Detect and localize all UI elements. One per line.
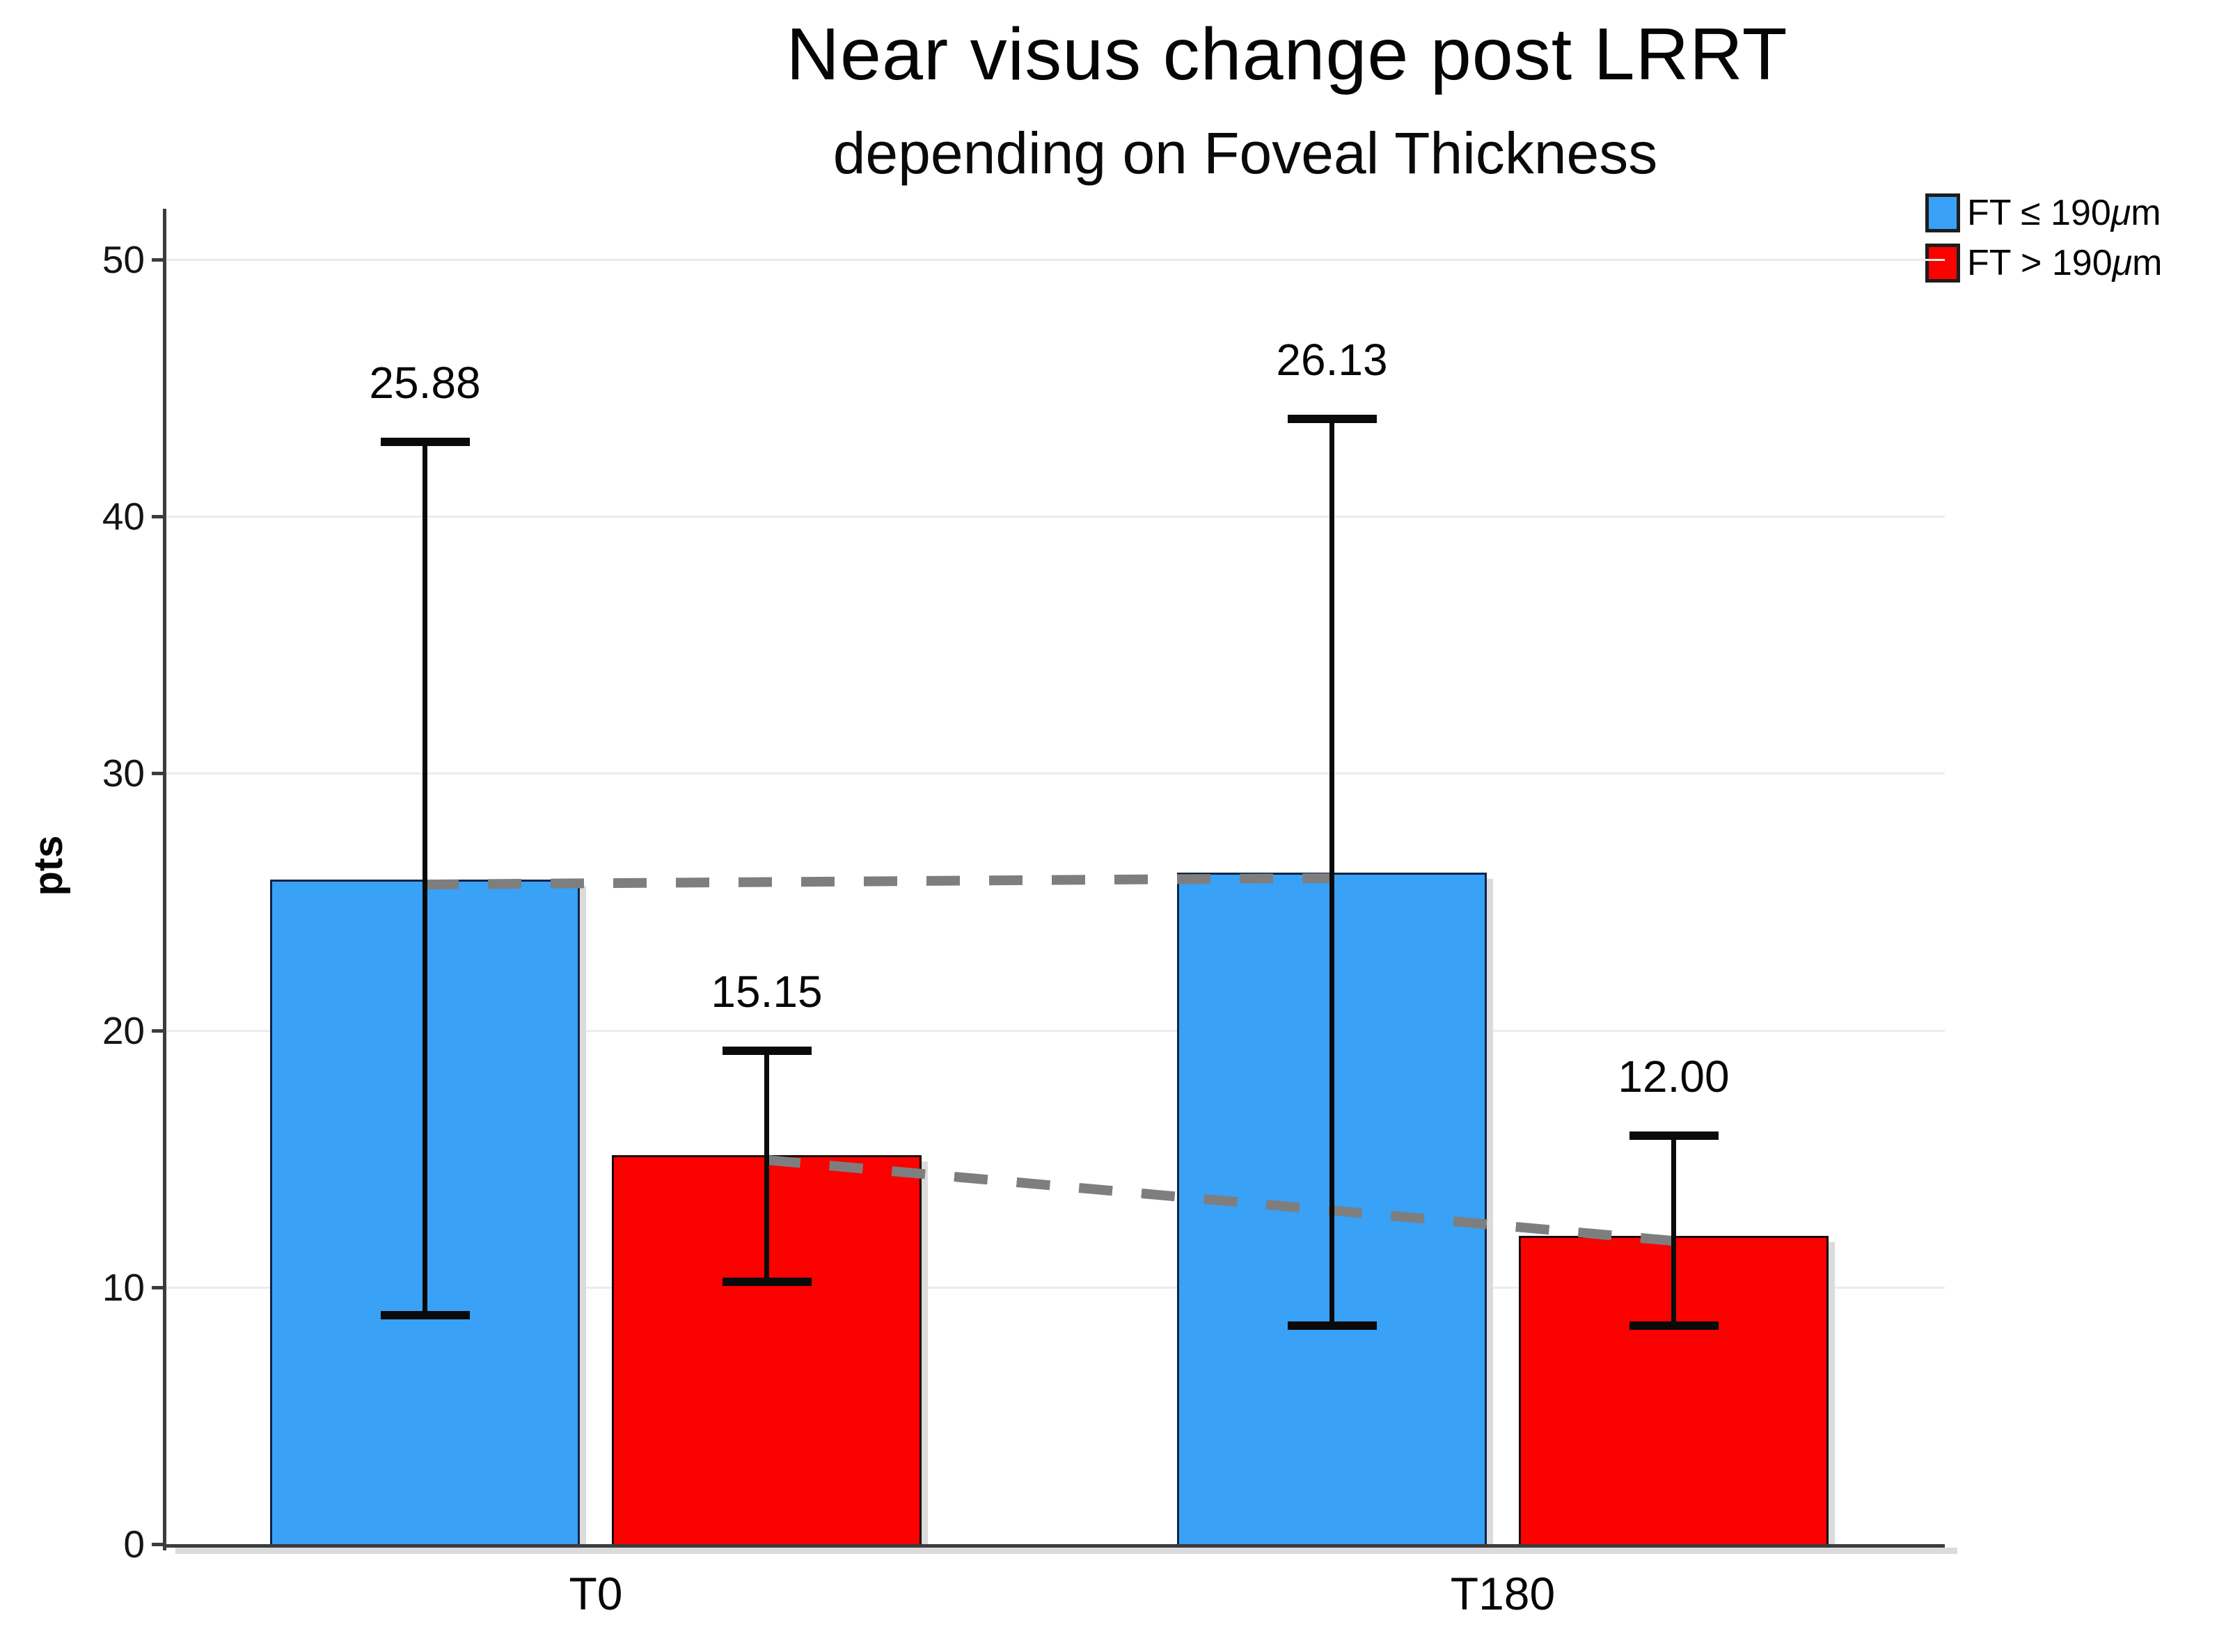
x-axis-line: [163, 1544, 1945, 1548]
y-tick-10: [152, 1285, 166, 1289]
gridline-40: [165, 516, 1945, 518]
x-tick-label-T180: T180: [1450, 1568, 1556, 1619]
value-label-blue-T0: 25.88: [369, 358, 481, 408]
y-tick-label-0: 0: [123, 1523, 145, 1566]
error-bar-red-T0: [764, 1051, 769, 1282]
gridline-10: [165, 1286, 1945, 1289]
error-bar-blue-T180: [1329, 418, 1334, 1326]
legend: FT ≤ 190μm FT > 190μm: [1925, 191, 2162, 291]
y-tick-label-50: 50: [102, 238, 145, 281]
y-tick-label-40: 40: [102, 495, 145, 539]
legend-item-ft-gt-190: FT > 190μm: [1925, 241, 2162, 285]
error-cap-bottom-blue-T0: [380, 1311, 470, 1320]
y-tick-label-10: 10: [102, 1265, 145, 1309]
y-axis-line: [163, 209, 166, 1550]
x-tick-label-T0: T0: [569, 1568, 623, 1619]
gridline-50: [165, 259, 1945, 261]
mu-symbol: μ: [2112, 243, 2133, 283]
y-tick-30: [152, 772, 166, 776]
error-cap-bottom-red-T180: [1629, 1321, 1719, 1331]
y-tick-0: [152, 1543, 166, 1546]
x-axis-shadow: [175, 1548, 1957, 1554]
value-label-blue-T180: 26.13: [1276, 334, 1388, 385]
legend-label-ft-le-190: FT ≤ 190μm: [1967, 192, 2161, 234]
gridline-30: [165, 772, 1945, 775]
legend-text-suffix: m: [2132, 243, 2163, 283]
y-tick-20: [152, 1028, 166, 1033]
mu-symbol: μ: [2110, 193, 2131, 233]
value-label-red-T0: 15.15: [711, 967, 823, 1017]
error-cap-bottom-blue-T180: [1287, 1321, 1377, 1331]
error-cap-bottom-red-T0: [722, 1278, 812, 1287]
chart-subtitle: depending on Foveal Thickness: [832, 120, 1658, 186]
legend-item-ft-le-190: FT ≤ 190μm: [1925, 191, 2162, 235]
error-bar-red-T180: [1671, 1135, 1676, 1326]
error-cap-top-red-T0: [722, 1047, 812, 1056]
y-tick-label-20: 20: [102, 1008, 145, 1052]
error-cap-top-blue-T180: [1287, 414, 1377, 423]
value-label-red-T180: 12.00: [1618, 1051, 1730, 1102]
y-tick-40: [152, 515, 166, 519]
gridline-20: [165, 1029, 1945, 1032]
legend-label-ft-gt-190: FT > 190μm: [1967, 242, 2162, 284]
chart-title: Near visus change post LRRT: [786, 13, 1788, 95]
error-cap-top-red-T180: [1629, 1131, 1719, 1140]
legend-text-suffix: m: [2131, 193, 2161, 233]
error-cap-top-blue-T0: [380, 438, 470, 447]
y-tick-label-30: 30: [102, 752, 145, 795]
error-bar-blue-T0: [423, 442, 427, 1316]
y-tick-50: [152, 258, 166, 262]
legend-text: FT ≤ 190: [1967, 193, 2111, 233]
legend-swatch-red: [1925, 244, 1960, 283]
legend-swatch-blue: [1925, 193, 1960, 232]
legend-text: FT > 190: [1967, 243, 2113, 283]
